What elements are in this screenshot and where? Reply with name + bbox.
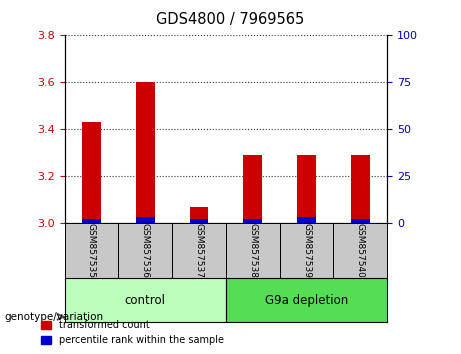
Text: GSM857539: GSM857539 (302, 223, 311, 278)
Bar (280, 223, 333, 278)
Legend: transformed count, percentile rank within the sample: transformed count, percentile rank withi… (37, 316, 227, 349)
Bar (136, 217, 154, 223)
Text: GSM857536: GSM857536 (141, 223, 150, 278)
Bar (226, 223, 280, 278)
Text: GDS4800 / 7969565: GDS4800 / 7969565 (156, 12, 305, 27)
Text: genotype/variation: genotype/variation (5, 312, 104, 322)
Bar (136, 82, 154, 223)
Text: GSM857538: GSM857538 (248, 223, 257, 278)
Bar (82, 219, 101, 223)
Text: GSM857537: GSM857537 (195, 223, 203, 278)
Bar (297, 217, 316, 223)
Bar (172, 223, 226, 278)
Bar (65, 223, 118, 278)
Bar (226, 278, 387, 322)
Bar (243, 219, 262, 223)
Bar (351, 155, 370, 223)
Bar (189, 207, 208, 223)
Bar (189, 219, 208, 223)
Text: GSM857540: GSM857540 (356, 223, 365, 278)
Bar (351, 219, 370, 223)
Text: G9a depletion: G9a depletion (265, 293, 348, 307)
Text: GSM857535: GSM857535 (87, 223, 96, 278)
Bar (82, 122, 101, 223)
Bar (243, 155, 262, 223)
Text: control: control (125, 293, 165, 307)
Bar (65, 278, 226, 322)
Bar (333, 223, 387, 278)
Bar (118, 223, 172, 278)
Bar (297, 155, 316, 223)
